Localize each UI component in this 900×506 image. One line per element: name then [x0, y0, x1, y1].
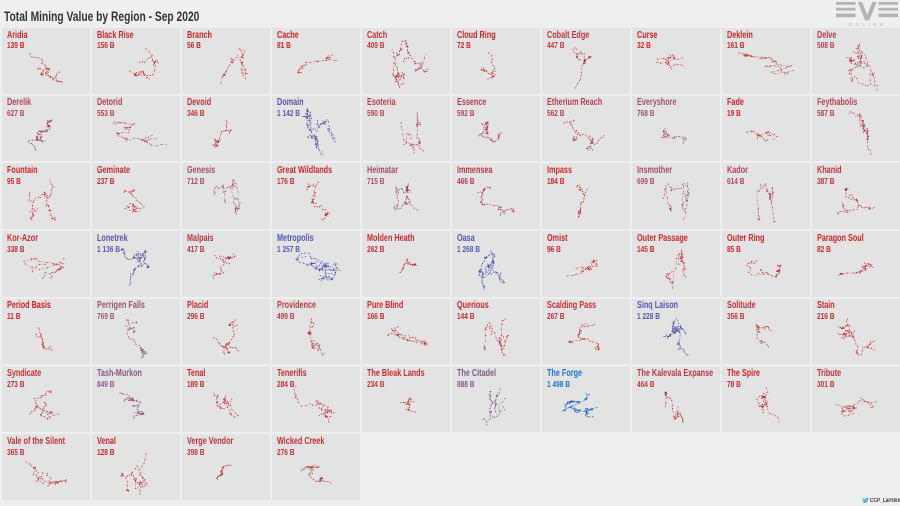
svg-text:ONLINE: ONLINE	[848, 22, 886, 27]
